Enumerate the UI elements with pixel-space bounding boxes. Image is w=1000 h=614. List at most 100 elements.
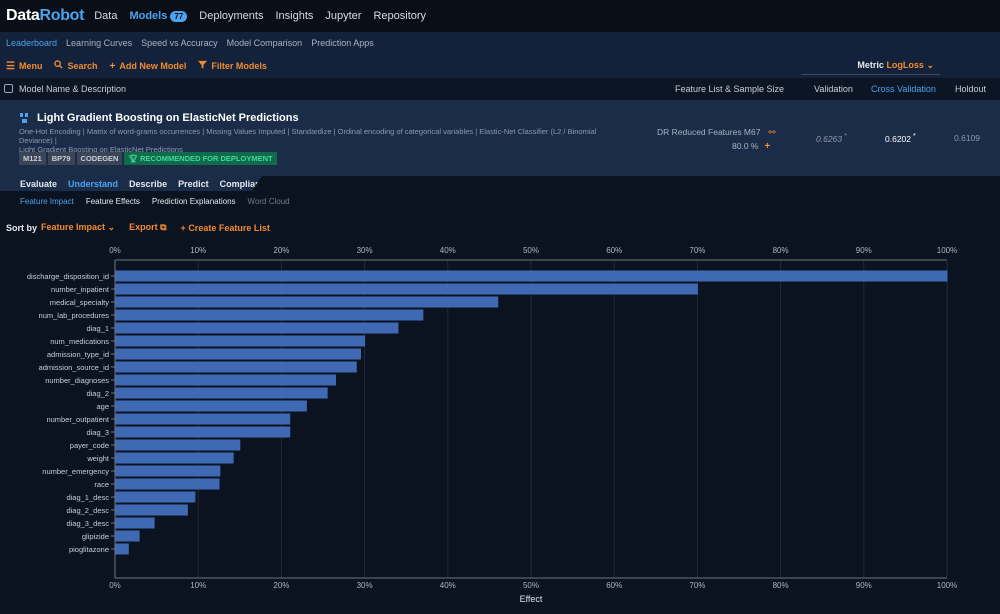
col-holdout[interactable]: Holdout: [955, 84, 987, 94]
x-tick-label-bottom: 90%: [856, 581, 872, 590]
nav-data[interactable]: Data: [94, 10, 118, 22]
col-model-name[interactable]: Model Name & Description: [19, 84, 127, 94]
tab-describe[interactable]: Describe: [129, 178, 168, 189]
add-new-model-button[interactable]: + Add New Model: [109, 60, 187, 72]
subtab-feature-effects[interactable]: Feature Effects: [85, 197, 140, 206]
bar: [115, 452, 234, 464]
x-axis-label: Effect: [520, 594, 543, 604]
x-tick-label-bottom: 100%: [937, 581, 957, 590]
sample-size: 80.0 % +: [732, 141, 771, 152]
blueprint-icon[interactable]: [19, 111, 31, 123]
model-tags: M121 BP79 CODEGEN 🏆︎ RECOMMENDED FOR DEP…: [19, 152, 279, 165]
category-label: payer_code: [70, 441, 109, 450]
bar: [115, 543, 129, 555]
bar: [115, 322, 399, 334]
subnav-prediction-apps[interactable]: Prediction Apps: [311, 38, 374, 48]
export-button[interactable]: Export ⧉: [129, 222, 167, 232]
menu-button[interactable]: ☰ Menu: [6, 60, 43, 72]
subnav-speed-vs-accuracy[interactable]: Speed vs Accuracy: [141, 38, 218, 48]
category-label: race: [94, 480, 109, 489]
external-link-icon: ⧉: [157, 222, 167, 232]
model-tabs: Evaluate Understand Describe Predict Com…: [0, 176, 262, 191]
subtab-feature-impact[interactable]: Feature Impact: [20, 197, 74, 206]
x-tick-label-top: 10%: [190, 246, 206, 255]
bar: [115, 387, 328, 399]
category-label: diag_1_desc: [66, 493, 109, 502]
tab-compliance[interactable]: Compliance: [219, 178, 271, 189]
feature-impact-chart: 0% 0% 10% 10% 20% 20% 30% 30% 40% 40% 50% 50% 60% 60%…: [27, 246, 957, 604]
bar: [115, 504, 188, 516]
bar: [115, 348, 361, 360]
create-feature-list-button[interactable]: + Create Feature List: [180, 222, 270, 233]
category-label: diag_2_desc: [66, 506, 109, 515]
category-label: num_medications: [50, 337, 109, 346]
tab-understand[interactable]: Understand: [68, 178, 119, 189]
bar: [115, 517, 155, 529]
col-cross-validation[interactable]: Cross Validation: [871, 84, 936, 94]
subnav-leaderboard[interactable]: Leaderboard: [6, 38, 58, 48]
trophy-icon: 🏆︎: [128, 154, 141, 163]
model-id-badge: M121: [19, 152, 46, 165]
x-tick-label-bottom: 0%: [109, 581, 121, 590]
feature-list-name: DR Reduced Features M67 ⚯: [657, 127, 776, 137]
nav-repository[interactable]: Repository: [373, 10, 427, 22]
category-label: admission_type_id: [47, 350, 109, 359]
sub-nav: Leaderboard Learning Curves Speed vs Acc…: [0, 32, 1000, 54]
sort-by-dropdown[interactable]: Feature Impact ⌄: [41, 222, 116, 232]
tab-predict[interactable]: Predict: [178, 178, 209, 189]
bar: [115, 309, 424, 321]
insight-subtabs: Feature Impact Feature Effects Predictio…: [20, 197, 302, 206]
model-description: One-Hot Encoding | Matrix of word-grams …: [19, 127, 597, 154]
models-count-badge: 77: [170, 10, 188, 22]
hamburger-icon: ☰: [6, 60, 15, 72]
category-label: diag_3_desc: [66, 519, 109, 528]
category-label: number_inpatient: [51, 285, 110, 294]
chevron-down-icon: ⌄: [105, 222, 116, 232]
x-tick-label-top: 50%: [523, 246, 539, 255]
bar: [115, 283, 698, 295]
bar: [115, 413, 291, 425]
x-tick-label-top: 30%: [357, 246, 373, 255]
x-tick-label-bottom: 40%: [440, 581, 456, 590]
add-sample-size-icon[interactable]: +: [764, 141, 771, 152]
category-label: number_emergency: [42, 467, 109, 476]
validation-score: 0.6263 *: [816, 133, 847, 144]
bar: [115, 439, 241, 451]
bar: [115, 426, 291, 438]
x-tick-label-top: 40%: [440, 246, 456, 255]
subnav-learning-curves[interactable]: Learning Curves: [66, 38, 133, 48]
plus-icon: +: [180, 222, 189, 233]
x-tick-label-bottom: 70%: [689, 581, 705, 590]
category-label: glipizide: [82, 532, 109, 541]
subtab-word-cloud[interactable]: Word Cloud: [247, 197, 290, 206]
nav-insights[interactable]: Insights: [275, 10, 314, 22]
tab-evaluate[interactable]: Evaluate: [20, 178, 58, 189]
select-all-checkbox[interactable]: [4, 84, 13, 93]
col-feature-list[interactable]: Feature List & Sample Size: [675, 84, 785, 94]
codegen-badge: CODEGEN: [76, 152, 123, 165]
category-label: diag_2: [86, 389, 109, 398]
filter-models-button[interactable]: Filter Models: [198, 60, 267, 72]
category-label: discharge_disposition_id: [27, 272, 109, 281]
subtab-prediction-explanations[interactable]: Prediction Explanations: [151, 197, 236, 206]
x-tick-label-top: 20%: [273, 246, 289, 255]
search-button[interactable]: Search: [54, 60, 98, 72]
metric-selector[interactable]: Metric LogLoss ⌄: [801, 60, 940, 75]
recommended-badge: 🏆︎ RECOMMENDED FOR DEPLOYMENT: [124, 152, 277, 165]
x-tick-label-bottom: 20%: [273, 581, 289, 590]
metric-value: LogLoss: [886, 60, 924, 70]
subnav-model-comparison[interactable]: Model Comparison: [226, 38, 303, 48]
datarobot-logo[interactable]: DataRobot: [6, 7, 85, 24]
model-row[interactable]: Light Gradient Boosting on ElasticNet Pr…: [0, 100, 1000, 176]
x-tick-label-top: 100%: [937, 246, 957, 255]
category-label: weight: [86, 454, 110, 463]
model-title[interactable]: Light Gradient Boosting on ElasticNet Pr…: [37, 112, 299, 124]
x-tick-label-top: 0%: [109, 246, 121, 255]
x-tick-label-top: 90%: [856, 246, 872, 255]
category-label: num_lab_procedures: [39, 311, 110, 320]
col-validation[interactable]: Validation: [814, 84, 853, 94]
nav-deployments[interactable]: Deployments: [199, 10, 264, 22]
nav-jupyter[interactable]: Jupyter: [325, 10, 362, 22]
nav-models[interactable]: Models 77: [129, 10, 188, 22]
feature-list-icon[interactable]: ⚯: [768, 127, 776, 137]
